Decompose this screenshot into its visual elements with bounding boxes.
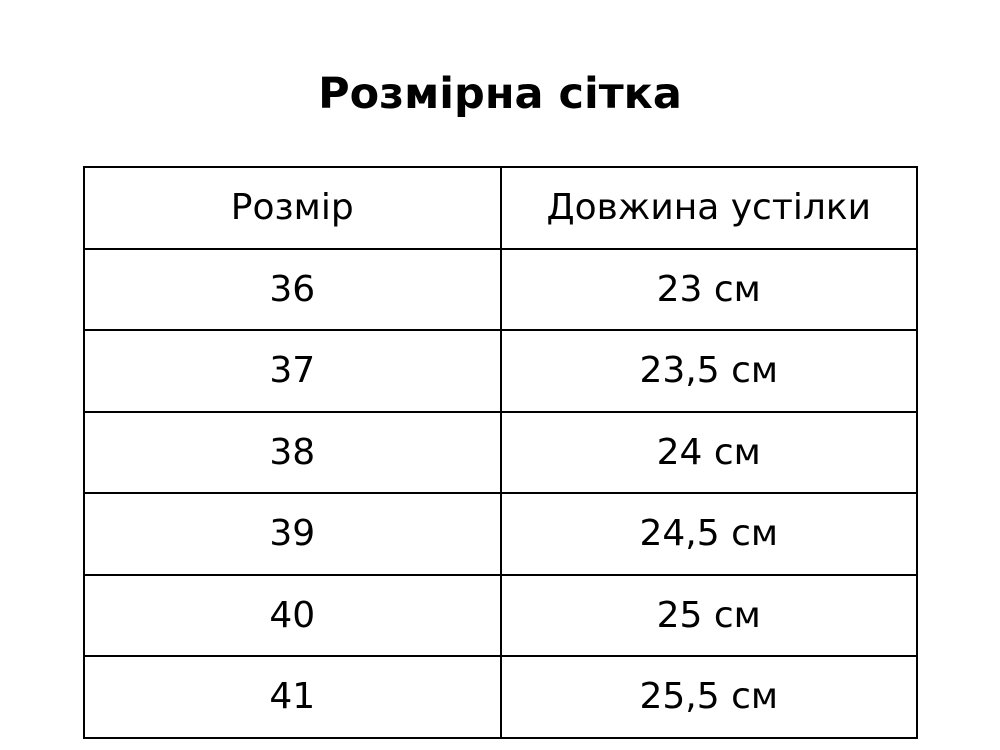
cell-size: 38 <box>83 410 502 494</box>
cell-size: 39 <box>83 492 502 576</box>
table-row: 38 24 см <box>83 410 918 494</box>
table-row: 37 23,5 см <box>83 329 918 413</box>
cell-insole-length: 23,5 см <box>499 329 918 413</box>
table-row: 40 25 см <box>83 573 918 657</box>
cell-size: 36 <box>83 247 502 331</box>
table-row: 39 24,5 см <box>83 492 918 576</box>
cell-insole-length: 25,5 см <box>499 655 918 739</box>
cell-insole-length: 25 см <box>499 573 918 657</box>
cell-size: 41 <box>83 655 502 739</box>
cell-size: 40 <box>83 573 502 657</box>
table-header-row: Розмір Довжина устілки <box>83 166 918 250</box>
page-title: Розмірна сітка <box>318 69 682 119</box>
header-size: Розмір <box>83 166 502 250</box>
cell-insole-length: 24 см <box>499 410 918 494</box>
table-row: 41 25,5 см <box>83 655 918 739</box>
cell-insole-length: 23 см <box>499 247 918 331</box>
header-insole-length: Довжина устілки <box>499 166 918 250</box>
cell-size: 37 <box>83 329 502 413</box>
table-row: 36 23 см <box>83 247 918 331</box>
size-table: Розмір Довжина устілки 36 23 см 37 23,5 см 3… <box>83 166 918 739</box>
cell-insole-length: 24,5 см <box>499 492 918 576</box>
